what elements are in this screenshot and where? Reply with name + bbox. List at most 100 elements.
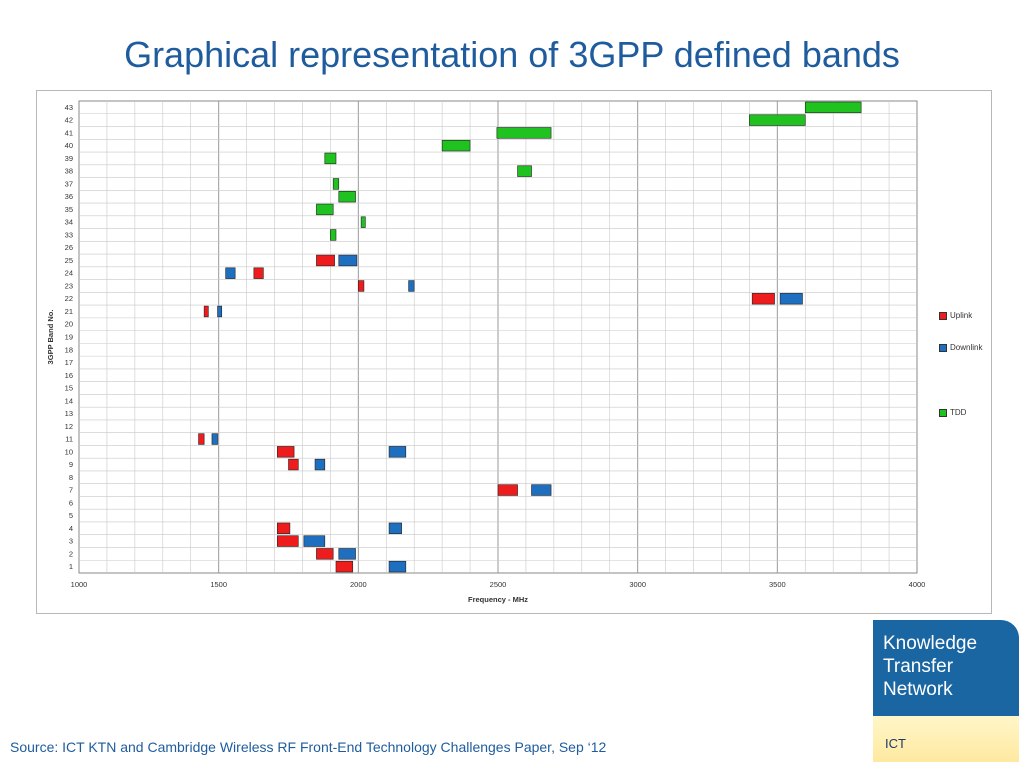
legend-swatch-uplink [939,311,947,320]
y-tick-label: 15 [65,384,73,393]
source-note: Source: ICT KTN and Cambridge Wireless R… [10,739,607,755]
y-tick-label: 3 [69,537,73,546]
bar-uplink-band-11 [198,433,205,445]
bar-tdd-band-33 [330,229,337,241]
x-tick-label: 3000 [629,580,646,589]
bar-tdd-band-43 [804,101,862,114]
bar-downlink-band-1 [388,560,407,573]
y-tick-label: 13 [65,409,73,418]
bar-uplink-band-21 [203,305,209,318]
bar-downlink-band-2 [338,548,356,560]
slide-title: Graphical representation of 3GPP defined… [124,34,900,75]
legend-item-tdd: TDD [939,408,966,417]
ktn-logo-text: Knowledge Transfer Network [883,632,977,701]
y-tick-label: 43 [65,103,73,112]
bar-uplink-band-2 [316,548,334,560]
bar-downlink-band-25 [338,254,358,267]
y-tick-label: 8 [69,473,73,482]
x-tick-label: 1500 [210,580,227,589]
y-tick-label: 37 [65,179,73,188]
y-tick-label: 39 [65,154,73,163]
legend-label-uplink: Uplink [950,311,973,320]
y-tick-label: 12 [65,422,73,431]
legend-label-downlink: Downlink [950,343,983,352]
bar-uplink-band-7 [497,484,518,496]
y-tick-label: 40 [65,141,73,150]
y-tick-label: 41 [65,128,73,137]
bar-uplink-band-22 [751,293,775,305]
y-tick-label: 10 [65,447,73,456]
ktn-logo: Knowledge Transfer Network ICT [873,620,1019,762]
bar-downlink-band-21 [217,305,223,318]
bar-tdd-band-34 [360,216,366,228]
y-tick-label: 26 [65,243,73,252]
y-tick-label: 9 [69,460,73,469]
ktn-logo-panel: Knowledge Transfer Network [873,620,1019,716]
legend-item-downlink: Downlink [939,343,982,352]
y-tick-label: 20 [65,320,73,329]
y-tick-label: 42 [65,116,73,125]
chart-frame: 1 2 3 4 5 6 7 8 9 10 11 12 13 14 15 16 17 18 19 20 21 22 23 24 2… [36,90,992,614]
bar-uplink-band-4 [277,522,291,535]
x-tick-label: 2500 [490,580,507,589]
y-tick-label: 23 [65,281,73,290]
legend-item-uplink: Uplink [939,311,972,320]
bar-tdd-band-38 [517,165,532,177]
bar-tdd-band-42 [749,114,806,126]
legend-swatch-tdd [939,408,947,417]
bar-tdd-band-41 [496,127,552,139]
ktn-logo-ict: ICT [885,736,906,751]
x-tick-label: 3500 [769,580,786,589]
y-tick-label: 21 [65,307,73,316]
bar-uplink-band-10 [277,446,295,458]
bar-tdd-band-39 [324,152,337,165]
y-tick-label: 7 [69,486,73,495]
bar-downlink-band-4 [388,522,402,535]
bar-downlink-band-10 [388,446,407,458]
bar-uplink-band-3 [277,535,299,547]
bar-downlink-band-9 [314,458,326,471]
y-tick-label: 34 [65,218,73,227]
y-tick-label: 14 [65,396,73,405]
x-tick-label: 4000 [909,580,926,589]
y-tick-label: 33 [65,230,73,239]
bar-downlink-band-23 [408,280,415,292]
y-axis-label: 3GPP Band No. [46,310,55,365]
bar-downlink-band-24 [225,267,236,279]
y-tick-label: 18 [65,345,73,354]
bar-downlink-band-3 [303,535,326,547]
y-tick-label: 36 [65,192,73,201]
legend-swatch-downlink [939,343,947,352]
bar-tdd-band-37 [332,178,340,190]
bar-downlink-band-22 [779,293,803,305]
bar-tdd-band-35 [316,203,334,216]
bar-tdd-band-36 [338,190,356,203]
bar-uplink-band-1 [335,560,354,573]
x-tick-label: 1000 [71,580,88,589]
bar-uplink-band-9 [288,458,299,471]
y-tick-label: 25 [65,256,73,265]
x-tick-label: 2000 [350,580,367,589]
y-tick-label: 35 [65,205,73,214]
y-tick-label: 11 [65,435,73,444]
ktn-logo-band: ICT [873,716,1019,762]
y-tick-label: 16 [65,371,73,380]
y-tick-label: 1 [69,562,73,571]
y-tick-label: 17 [65,358,73,367]
ktn-logo-line-2: Transfer [883,656,954,677]
y-tick-label: 5 [69,511,73,520]
bar-tdd-band-40 [441,139,471,152]
legend-label-tdd: TDD [950,408,967,417]
bar-uplink-band-24 [253,267,264,279]
bar-uplink-band-25 [316,254,335,267]
bar-downlink-band-7 [531,484,552,496]
band-chart: 1234567891011121314151617181920212223242… [46,100,926,604]
y-tick-label: 19 [65,333,73,342]
y-tick-label: 22 [65,294,73,303]
bar-downlink-band-11 [211,433,218,445]
ktn-logo-line-1: Knowledge [883,633,978,654]
bar-uplink-band-23 [358,280,365,292]
y-tick-label: 24 [65,269,73,278]
y-tick-label: 4 [69,524,73,533]
ktn-logo-line-3: Network [883,679,953,700]
